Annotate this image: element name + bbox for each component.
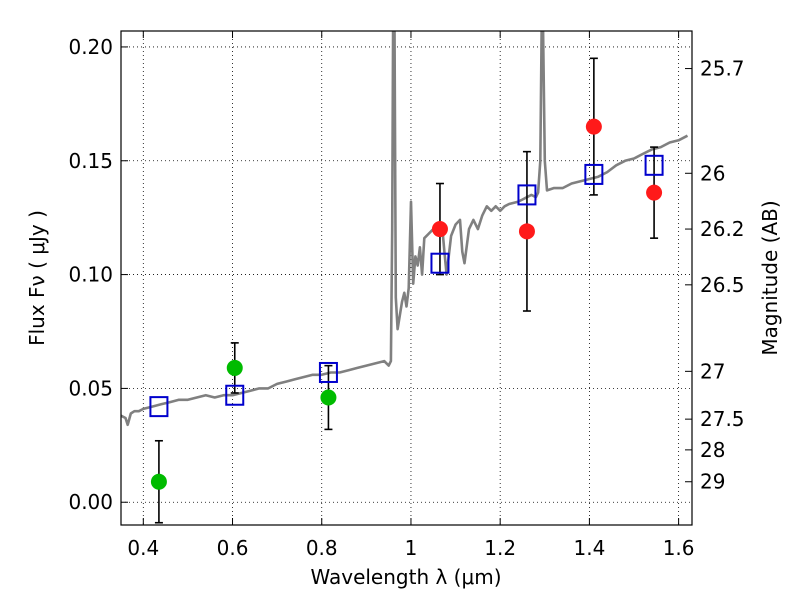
- data-point: [226, 359, 243, 376]
- right-tick-label: 28: [700, 438, 725, 462]
- right-tick-label: 27.5: [700, 407, 745, 431]
- data-point: [585, 118, 602, 135]
- model-point: [225, 384, 245, 406]
- x-tick-label: 1: [405, 536, 418, 560]
- data-point: [518, 223, 535, 240]
- y-tick-label: 0.20: [68, 35, 113, 59]
- right-tick-label: 26.5: [700, 273, 745, 297]
- right-tick-label: 25.7: [700, 57, 745, 81]
- model-point: [517, 184, 537, 206]
- model-sed-line: [121, 31, 689, 427]
- data-marks: [149, 57, 664, 524]
- model-point: [318, 361, 338, 383]
- right-tick-label: 26.2: [700, 217, 745, 241]
- model-point: [644, 154, 664, 176]
- data-point: [150, 473, 167, 490]
- x-tick-label: 1.6: [663, 536, 695, 560]
- right-tick-label: 29: [700, 470, 725, 494]
- axis-ticks: 0.4 0.6 0.8 1 1.2 1.4 1.6 0.00 0.05 0.10 0.15 0.20 2…: [68, 31, 745, 560]
- y-axis-title: Flux Fν ( μJy ): [25, 210, 49, 346]
- model-point: [149, 396, 169, 418]
- data-point: [431, 221, 448, 238]
- x-tick-label: 0.8: [306, 536, 338, 560]
- x-axis-title: Wavelength λ (μm): [310, 565, 501, 589]
- y-tick-label: 0.05: [68, 376, 113, 400]
- x-tick-label: 0.6: [217, 536, 249, 560]
- x-tick-label: 1.2: [484, 536, 516, 560]
- data-point: [320, 389, 337, 406]
- model-point: [430, 252, 450, 274]
- right-axis-title: Magnitude (AB): [758, 200, 782, 355]
- y-tick-label: 0.15: [68, 149, 113, 173]
- right-tick-label: 26: [700, 161, 725, 185]
- x-tick-label: 0.4: [127, 536, 159, 560]
- grid: [121, 31, 692, 525]
- x-tick-label: 1.4: [573, 536, 605, 560]
- right-tick-label: 27: [700, 359, 725, 383]
- model-point: [584, 163, 604, 185]
- y-tick-label: 0.10: [68, 263, 113, 287]
- model-sed: [121, 31, 689, 427]
- data-point: [646, 184, 663, 201]
- y-tick-label: 0.00: [68, 490, 113, 514]
- plot-frame: [120, 30, 693, 526]
